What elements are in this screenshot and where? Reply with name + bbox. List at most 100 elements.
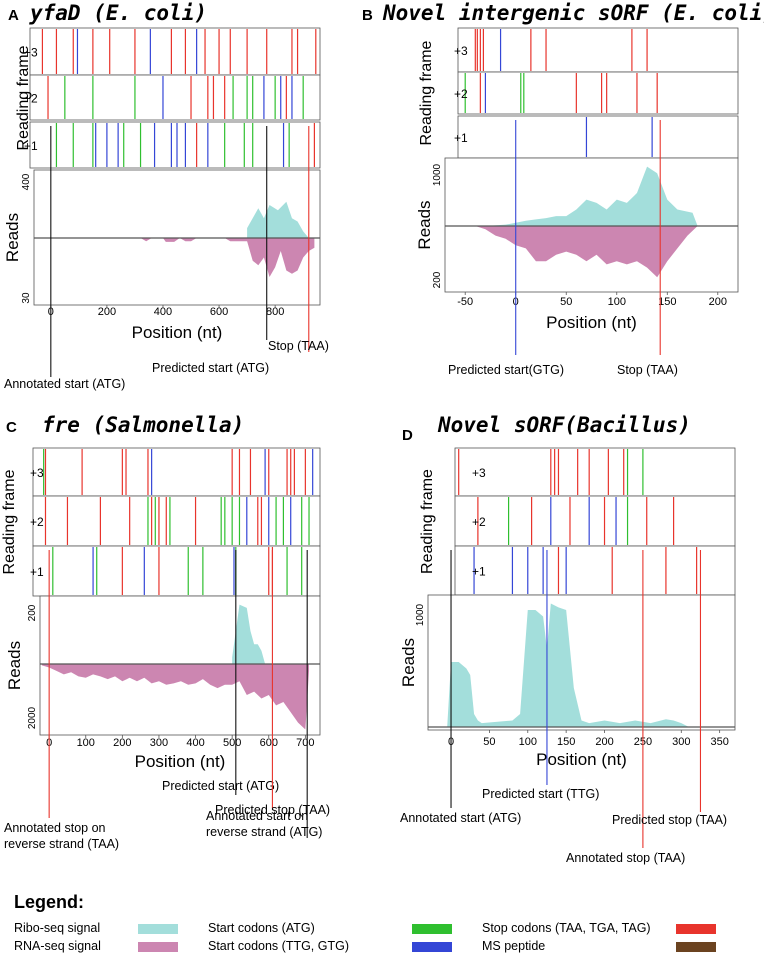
x-axis-label: Position (nt) (135, 752, 226, 771)
ribo-seq-area (447, 603, 689, 727)
x-tick-label: 200 (113, 737, 131, 749)
guide-label: Predicted stop (TAA) (215, 803, 330, 817)
frame-label: +1 (454, 131, 468, 145)
legend-label: Stop codons (TAA, TGA, TAG) (482, 921, 651, 935)
frame-axis-label: Reading frame (419, 469, 436, 574)
ribo-seq-area (232, 604, 266, 664)
frame-strip-border (454, 447, 736, 497)
x-tick-label: 100 (608, 296, 626, 308)
guide-label: Predicted start (ATG) (152, 361, 269, 375)
ribo-seq-area (247, 201, 309, 238)
guide-label: Predicted start (TTG) (482, 787, 599, 801)
panel-letter: D (402, 427, 413, 444)
frame-strip-plus2: +2 (24, 74, 321, 121)
x-tick-label: 50 (560, 296, 572, 308)
guide-label: reverse strand (ATG) (206, 825, 322, 839)
legend-label: MS peptide (482, 939, 545, 953)
guide-label: Stop (TAA) (617, 363, 678, 377)
frame-strip-border (454, 545, 736, 596)
frame-strip-border (454, 495, 736, 547)
frame-label: +3 (454, 44, 468, 58)
x-tick-label: 300 (150, 737, 168, 749)
y-tick-label-top: 1000 (415, 603, 426, 626)
guide-label: Annotated start on (206, 809, 308, 823)
x-tick-label: 200 (595, 736, 613, 748)
y-axis-label: Reads (415, 200, 434, 249)
x-axis-label: Position (nt) (536, 750, 627, 769)
frame-label: +1 (24, 139, 38, 153)
guide-label: Predicted stop (TAA) (612, 813, 727, 827)
guide-label: Annotated stop on (4, 821, 106, 835)
frame-strip-border (457, 115, 739, 159)
panel-b: B Novel intergenic sORF (E. coli) +3 +2 +1 Re… (362, 1, 764, 377)
x-tick-label: 800 (266, 306, 284, 318)
x-tick-label: 50 (483, 736, 495, 748)
panel-title: Novel intergenic sORF (E. coli) (382, 1, 764, 25)
x-axis-label: Position (nt) (546, 313, 637, 332)
x-axis-label: Position (nt) (132, 323, 223, 342)
frame-axis-label: Reading frame (1, 469, 18, 574)
y-tick-label-top: 1000 (432, 163, 443, 186)
frame-strip-border (457, 71, 739, 115)
frame-strip-plus3: +3 (24, 27, 321, 76)
x-tick-label: 100 (519, 736, 537, 748)
frame-label: +3 (30, 466, 44, 480)
panel-letter: B (362, 7, 373, 24)
panel-title: yfaD (E. coli) (29, 1, 207, 25)
frame-strip-border (29, 27, 321, 76)
y-tick-label-bottom: 2000 (27, 706, 38, 729)
frame-strip-plus2: +2 (454, 495, 736, 547)
frame-strip-plus1: +1 (24, 121, 321, 169)
frame-strip-border (29, 121, 321, 169)
panel-d: D Novel sORF(Bacillus) +3 +2 +1 Reading frame… (399, 413, 736, 865)
frame-label: +2 (30, 515, 44, 529)
legend-swatch-ribo (138, 924, 178, 934)
legend-swatch-stop (676, 924, 716, 934)
frame-label: +2 (24, 92, 38, 106)
guide-label: Predicted start (ATG) (162, 779, 279, 793)
rna-seq-area (41, 664, 310, 730)
frame-strip-plus2: +2 (30, 495, 321, 547)
frame-strip-plus3: +3 (454, 27, 739, 73)
legend-label: Start codons (ATG) (208, 921, 315, 935)
legend-label: Start codons (TTG, GTG) (208, 939, 349, 953)
x-tick-label: 400 (186, 737, 204, 749)
frame-label: +2 (454, 87, 468, 101)
frame-label: +1 (472, 565, 486, 579)
guide-label: Predicted start(GTG) (448, 363, 564, 377)
y-tick-label-bottom: 30 (21, 292, 32, 304)
frame-strip-border (32, 495, 321, 547)
legend: Legend: Ribo-seq signal RNA-seq signal Star… (14, 892, 716, 953)
legend-swatch-start_ttg_gtg (412, 942, 452, 952)
y-tick-label-top: 200 (27, 604, 38, 621)
guide-label: Annotated start (ATG) (4, 377, 125, 391)
legend-swatch-ms_peptide (676, 942, 716, 952)
guide-label: Stop (TAA) (268, 339, 329, 353)
frame-label: +3 (24, 46, 38, 60)
y-axis-label: Reads (5, 641, 24, 690)
x-tick-label: 350 (710, 736, 728, 748)
frame-axis-label: Reading frame (418, 40, 435, 145)
frame-label: +3 (472, 466, 486, 480)
legend-swatch-start_atg (412, 924, 452, 934)
legend-label: Ribo-seq signal (14, 921, 100, 935)
x-tick-label: 500 (223, 737, 241, 749)
x-tick-label: 200 (709, 296, 727, 308)
frame-strip-plus3: +3 (30, 447, 321, 497)
x-tick-label: 100 (77, 737, 95, 749)
frame-strip-border (457, 27, 739, 73)
y-axis-label: Reads (3, 213, 22, 262)
legend-title: Legend: (14, 892, 84, 912)
frame-strip-plus1: +1 (454, 545, 736, 596)
frame-strip-plus1: +1 (30, 545, 321, 597)
frame-strip-border (32, 545, 321, 597)
frame-axis-label: Reading frame (15, 45, 32, 150)
y-tick-label-top: 400 (21, 173, 32, 190)
x-tick-label: -50 (457, 296, 473, 308)
guide-label: reverse strand (TAA) (4, 837, 119, 851)
legend-label: RNA-seq signal (14, 939, 101, 953)
panel-title: Novel sORF(Bacillus) (437, 413, 691, 437)
